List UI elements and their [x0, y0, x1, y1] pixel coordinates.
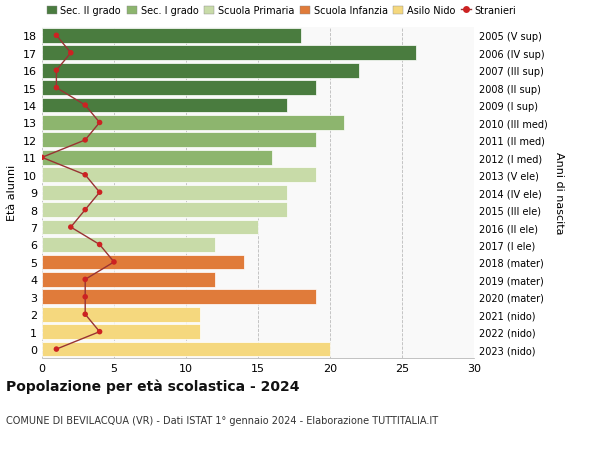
Point: [80, 311, 90, 318]
Point: [80, 293, 90, 301]
Text: Popolazione per età scolastica - 2024: Popolazione per età scolastica - 2024: [6, 379, 299, 393]
Legend: Sec. II grado, Sec. I grado, Scuola Primaria, Scuola Infanzia, Asilo Nido, Stran: Sec. II grado, Sec. I grado, Scuola Prim…: [47, 6, 517, 16]
Point: [109, 259, 119, 266]
Bar: [42, 116, 344, 131]
Point: [66, 50, 76, 57]
Point: [80, 102, 90, 110]
Point: [95, 119, 104, 127]
Bar: [42, 220, 258, 235]
Point: [80, 207, 90, 214]
Bar: [42, 98, 287, 113]
Bar: [42, 46, 416, 61]
Bar: [42, 290, 316, 304]
Bar: [42, 272, 215, 287]
Point: [66, 224, 76, 231]
Bar: [42, 325, 200, 339]
Bar: [42, 168, 316, 183]
Bar: [42, 185, 287, 200]
Bar: [42, 203, 287, 218]
Point: [52, 85, 61, 92]
Point: [52, 67, 61, 75]
Text: COMUNE DI BEVILACQUA (VR) - Dati ISTAT 1° gennaio 2024 - Elaborazione TUTTITALIA: COMUNE DI BEVILACQUA (VR) - Dati ISTAT 1…: [6, 415, 438, 425]
Bar: [42, 81, 316, 96]
Point: [52, 33, 61, 40]
Bar: [42, 133, 316, 148]
Y-axis label: Anni di nascita: Anni di nascita: [554, 151, 564, 234]
Bar: [42, 342, 330, 357]
Point: [80, 276, 90, 283]
Bar: [42, 238, 215, 252]
Y-axis label: Età alunni: Età alunni: [7, 165, 17, 221]
Bar: [42, 307, 200, 322]
Point: [95, 328, 104, 336]
Bar: [42, 151, 272, 165]
Bar: [42, 29, 301, 44]
Point: [95, 189, 104, 196]
Bar: [42, 64, 359, 78]
Point: [52, 346, 61, 353]
Point: [80, 137, 90, 144]
Point: [95, 241, 104, 249]
Bar: [42, 255, 244, 270]
Point: [80, 172, 90, 179]
Point: [37, 154, 47, 162]
